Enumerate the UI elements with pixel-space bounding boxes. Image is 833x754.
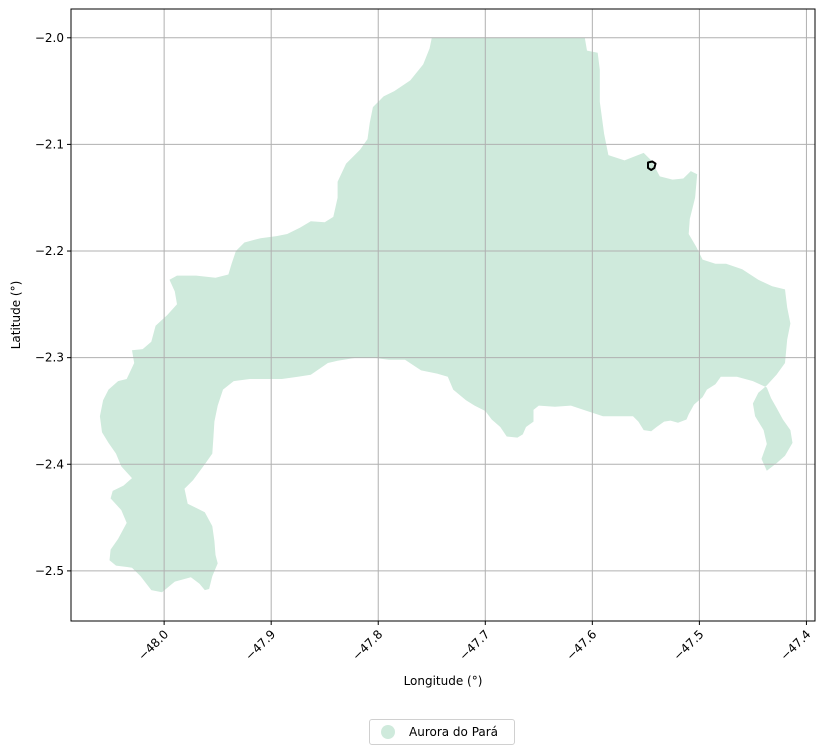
x-tick-label: −47.8 [349, 627, 385, 663]
y-tick-label: −2.2 [35, 244, 64, 258]
x-tick-label: −48.0 [135, 627, 171, 663]
legend: Aurora do Pará [369, 719, 515, 745]
y-tick-label: −2.1 [35, 137, 64, 151]
x-tick-label: −47.9 [242, 627, 278, 663]
gridlines [71, 9, 815, 621]
x-axis-label: Longitude (°) [404, 674, 483, 688]
y-tick-label: −2.4 [35, 457, 64, 471]
region-fills [99, 37, 793, 593]
y-tick-label: −2.5 [35, 564, 64, 578]
legend-swatch [381, 725, 395, 739]
outline-0 [647, 160, 657, 171]
x-tick-label: −47.4 [778, 627, 814, 663]
region-outlines [647, 160, 657, 171]
y-axis-label: Latitude (°) [9, 281, 23, 350]
x-ticks: −48.0 −47.9 −47.8 −47.7 −47.6 −47.5 −47.4 [135, 621, 814, 663]
legend-label: Aurora do Pará [409, 725, 499, 739]
y-tick-label: −2.0 [35, 31, 64, 45]
y-tick-label: −2.3 [35, 351, 64, 365]
x-tick-label: −47.5 [671, 627, 707, 663]
y-ticks: −2.0 −2.1 −2.2 −2.3 −2.4 −2.5 [35, 31, 71, 578]
x-tick-label: −47.6 [564, 627, 600, 663]
region-0 [99, 37, 793, 593]
plot-frame [70, 8, 816, 622]
x-tick-label: −47.7 [456, 627, 492, 663]
